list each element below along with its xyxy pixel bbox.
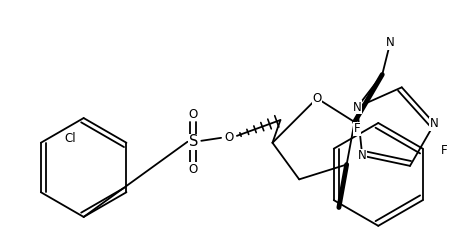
- Text: F: F: [440, 144, 446, 157]
- Text: F: F: [353, 123, 360, 136]
- Text: Cl: Cl: [64, 132, 76, 145]
- Text: N: N: [385, 36, 394, 49]
- Text: N: N: [357, 149, 366, 162]
- Text: N: N: [352, 101, 361, 114]
- Text: O: O: [224, 131, 233, 144]
- Text: O: O: [312, 92, 321, 105]
- Text: S: S: [188, 134, 197, 149]
- Text: O: O: [188, 163, 197, 176]
- Text: N: N: [429, 117, 438, 130]
- Text: O: O: [188, 108, 197, 121]
